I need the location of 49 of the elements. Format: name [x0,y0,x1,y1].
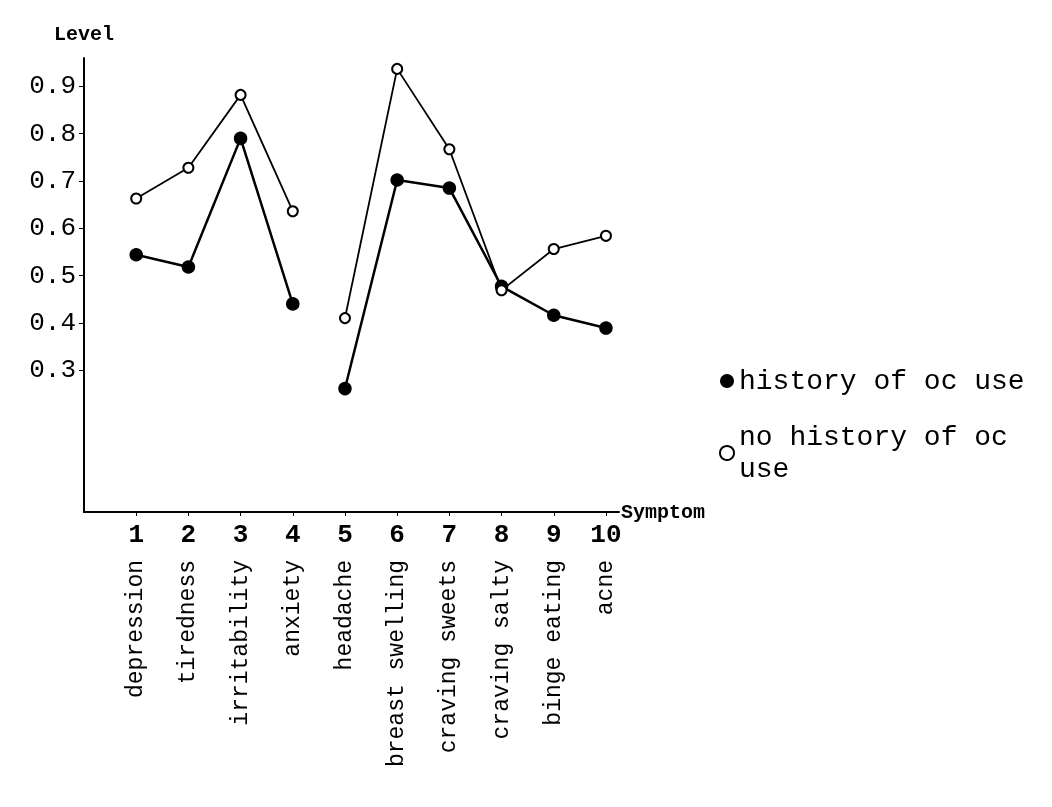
x-tick-label: 7 [441,520,458,550]
x-tick-label: 1 [128,520,144,550]
point [547,243,560,256]
point [338,381,352,396]
x-tick-label: 9 [545,520,562,550]
y-tick-label: 0.9 [29,71,76,102]
point [182,161,195,174]
point [233,131,248,146]
text: depression [123,560,150,699]
x-tick-label: 3 [232,520,249,550]
point [338,312,351,325]
x-tick-label: 5 [337,520,353,550]
point [130,192,143,205]
text: breast swelling [384,560,411,768]
text: craving salty [488,559,515,740]
y-tick-label: 0.7 [29,165,76,196]
point [442,181,457,195]
point [286,205,299,218]
text: binge eating [540,560,567,726]
point [547,308,561,323]
point [390,173,404,187]
y-tick-label: 0.3 [29,355,76,386]
y-tick-label: 0.6 [29,213,76,244]
point [599,321,613,335]
point [286,297,300,311]
y-axis-title: Level [53,22,115,46]
y-tick-label: 0.8 [29,118,76,149]
legend-label: no history of oc use [739,421,1025,485]
point [129,247,143,262]
y-tick-label: 0.4 [29,307,76,338]
y-tick-label: 0.5 [29,260,76,291]
x-tick-label: 8 [493,520,510,550]
text: acne [592,560,619,616]
x-tick-label: 10 [590,520,622,550]
x-axis-title: Symptom [621,500,706,524]
text: craving sweets [436,560,463,754]
text: headache [331,560,358,671]
point [391,62,404,75]
text: anxiety [279,559,306,657]
x-tick-label: 4 [284,520,301,550]
text: irritability [227,559,254,726]
point [181,260,196,274]
x-tick-label: 6 [389,520,405,550]
text: tiredness [175,560,202,685]
point [443,143,456,156]
x-tick-label: 2 [180,520,197,550]
point [599,229,612,242]
point [234,88,247,101]
legend-label: history of oc use [739,365,1025,397]
